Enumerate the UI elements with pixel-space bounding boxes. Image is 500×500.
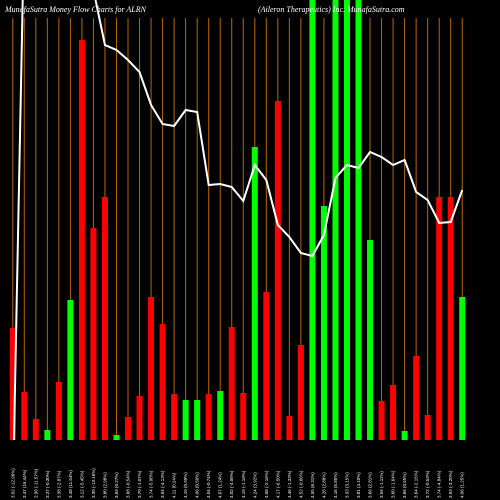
chart-subtitle: (Aileron Therapeutics) Inc. MunafaSutra.… xyxy=(258,5,405,14)
x-tick-label: 4.17 (-6.50%) xyxy=(275,470,280,498)
bar xyxy=(390,385,397,440)
bar xyxy=(320,206,327,440)
bar xyxy=(194,400,201,440)
x-tick-label: 4.06 (1.25%) xyxy=(460,472,465,498)
x-tick-label: 4.19 (-1.18%) xyxy=(241,470,246,498)
bar xyxy=(286,416,293,440)
x-tick-label: 3.93 (-3.20%) xyxy=(448,470,453,498)
x-tick-label: 4.16 (5.85%) xyxy=(333,472,338,498)
x-tick-label: 3.80 (2.98%) xyxy=(102,472,107,498)
x-tick-label: 3.47 (16.44%) xyxy=(22,469,27,498)
bar xyxy=(459,297,466,440)
bar xyxy=(67,300,74,440)
bar xyxy=(274,101,281,440)
bar xyxy=(55,382,62,440)
money-flow-line xyxy=(12,0,464,440)
x-tick-label: 4.04 (-0.74%) xyxy=(206,470,211,498)
bar xyxy=(90,228,97,440)
bar xyxy=(171,394,178,440)
bar xyxy=(447,197,454,440)
x-tick-label: 3.72 (-0.53%) xyxy=(425,470,430,498)
bar xyxy=(251,147,258,440)
bar xyxy=(78,40,85,440)
bar xyxy=(136,396,143,440)
x-tick-label: 3.38 (-2.87%) xyxy=(56,470,61,498)
bar xyxy=(309,0,316,440)
bar xyxy=(228,327,235,440)
bar xyxy=(413,356,420,440)
x-tick-label: 4.07 (1.24%) xyxy=(218,472,223,498)
x-tick-label: 4.02 (-4.06%) xyxy=(229,470,234,498)
bar xyxy=(332,0,339,440)
bar xyxy=(44,430,51,440)
x-tick-label: 4.10 (0.99%) xyxy=(183,472,188,498)
x-tick-label: 3.93 (3.15%) xyxy=(344,472,349,498)
x-tick-label: 4.46 (-1.33%) xyxy=(287,470,292,498)
x-tick-label: 3.74 (-4.84%) xyxy=(437,470,442,498)
bar xyxy=(32,419,39,440)
bar xyxy=(217,391,224,440)
x-tick-label: 3.66 (0.55%) xyxy=(402,472,407,498)
x-tick-label: 3.30 (-13.16%) xyxy=(91,468,96,498)
x-tick-label: 3.74 (-5.08%) xyxy=(149,470,154,498)
bar xyxy=(125,417,132,440)
x-tick-label: 2.98 (-11.57%) xyxy=(33,468,38,498)
x-tick-label: 3.48 (11.54%) xyxy=(68,470,73,498)
x-tick-label: 3.69 (0.27%) xyxy=(114,472,119,498)
x-tick-label: 3.56 (-1.11%) xyxy=(379,471,384,498)
bar xyxy=(182,400,189,440)
x-tick-label: 3.60 (-1.64%) xyxy=(391,470,396,498)
bar xyxy=(113,435,120,440)
bar xyxy=(263,292,270,440)
x-tick-label: 3.64 (-2.15%) xyxy=(414,470,419,498)
x-tick-label: 3.12 (-5.45%) xyxy=(79,470,84,498)
bar xyxy=(101,197,108,440)
bar xyxy=(9,328,16,440)
x-tick-label: 3.37 (-0.30%) xyxy=(45,470,50,498)
x-tick-label: 3.81 (4.10%) xyxy=(356,472,361,498)
bar xyxy=(159,324,166,440)
bar xyxy=(367,240,374,440)
bar xyxy=(297,345,304,440)
x-tick-label: 4.28 (2.88%) xyxy=(321,472,326,498)
chart-title: MunafaSutra Money Flow Charts for ALRN xyxy=(4,5,147,14)
bar xyxy=(401,431,408,440)
x-tick-label: 3.70 (-1.07%) xyxy=(137,470,142,498)
bar xyxy=(378,401,385,440)
bar xyxy=(21,392,28,440)
x-tick-label: 3.02 (-12.96%) xyxy=(10,468,15,498)
bar xyxy=(436,197,443,440)
x-tick-label: 3.66 (2.81%) xyxy=(368,472,373,498)
bar xyxy=(343,0,350,440)
x-tick-label: 4.24 (3.92%) xyxy=(252,472,257,498)
x-tick-label: 4.11 (0.24%) xyxy=(172,472,177,498)
bar xyxy=(424,415,431,440)
x-tick-label: 4.06 (0.50%) xyxy=(195,472,200,498)
x-tick-label: 3.94 (-4.13%) xyxy=(160,470,165,498)
x-tick-label: 4.55 (6.31%) xyxy=(310,472,315,498)
bar xyxy=(205,394,212,440)
bar xyxy=(355,0,362,440)
x-tick-label: 4.08 (-2.16%) xyxy=(264,470,269,498)
x-tick-label: 4.52 (-0.66%) xyxy=(298,470,303,498)
bar xyxy=(148,297,155,440)
x-tick-label: 3.68 (-0.54%) xyxy=(126,470,131,498)
bar xyxy=(240,393,247,440)
